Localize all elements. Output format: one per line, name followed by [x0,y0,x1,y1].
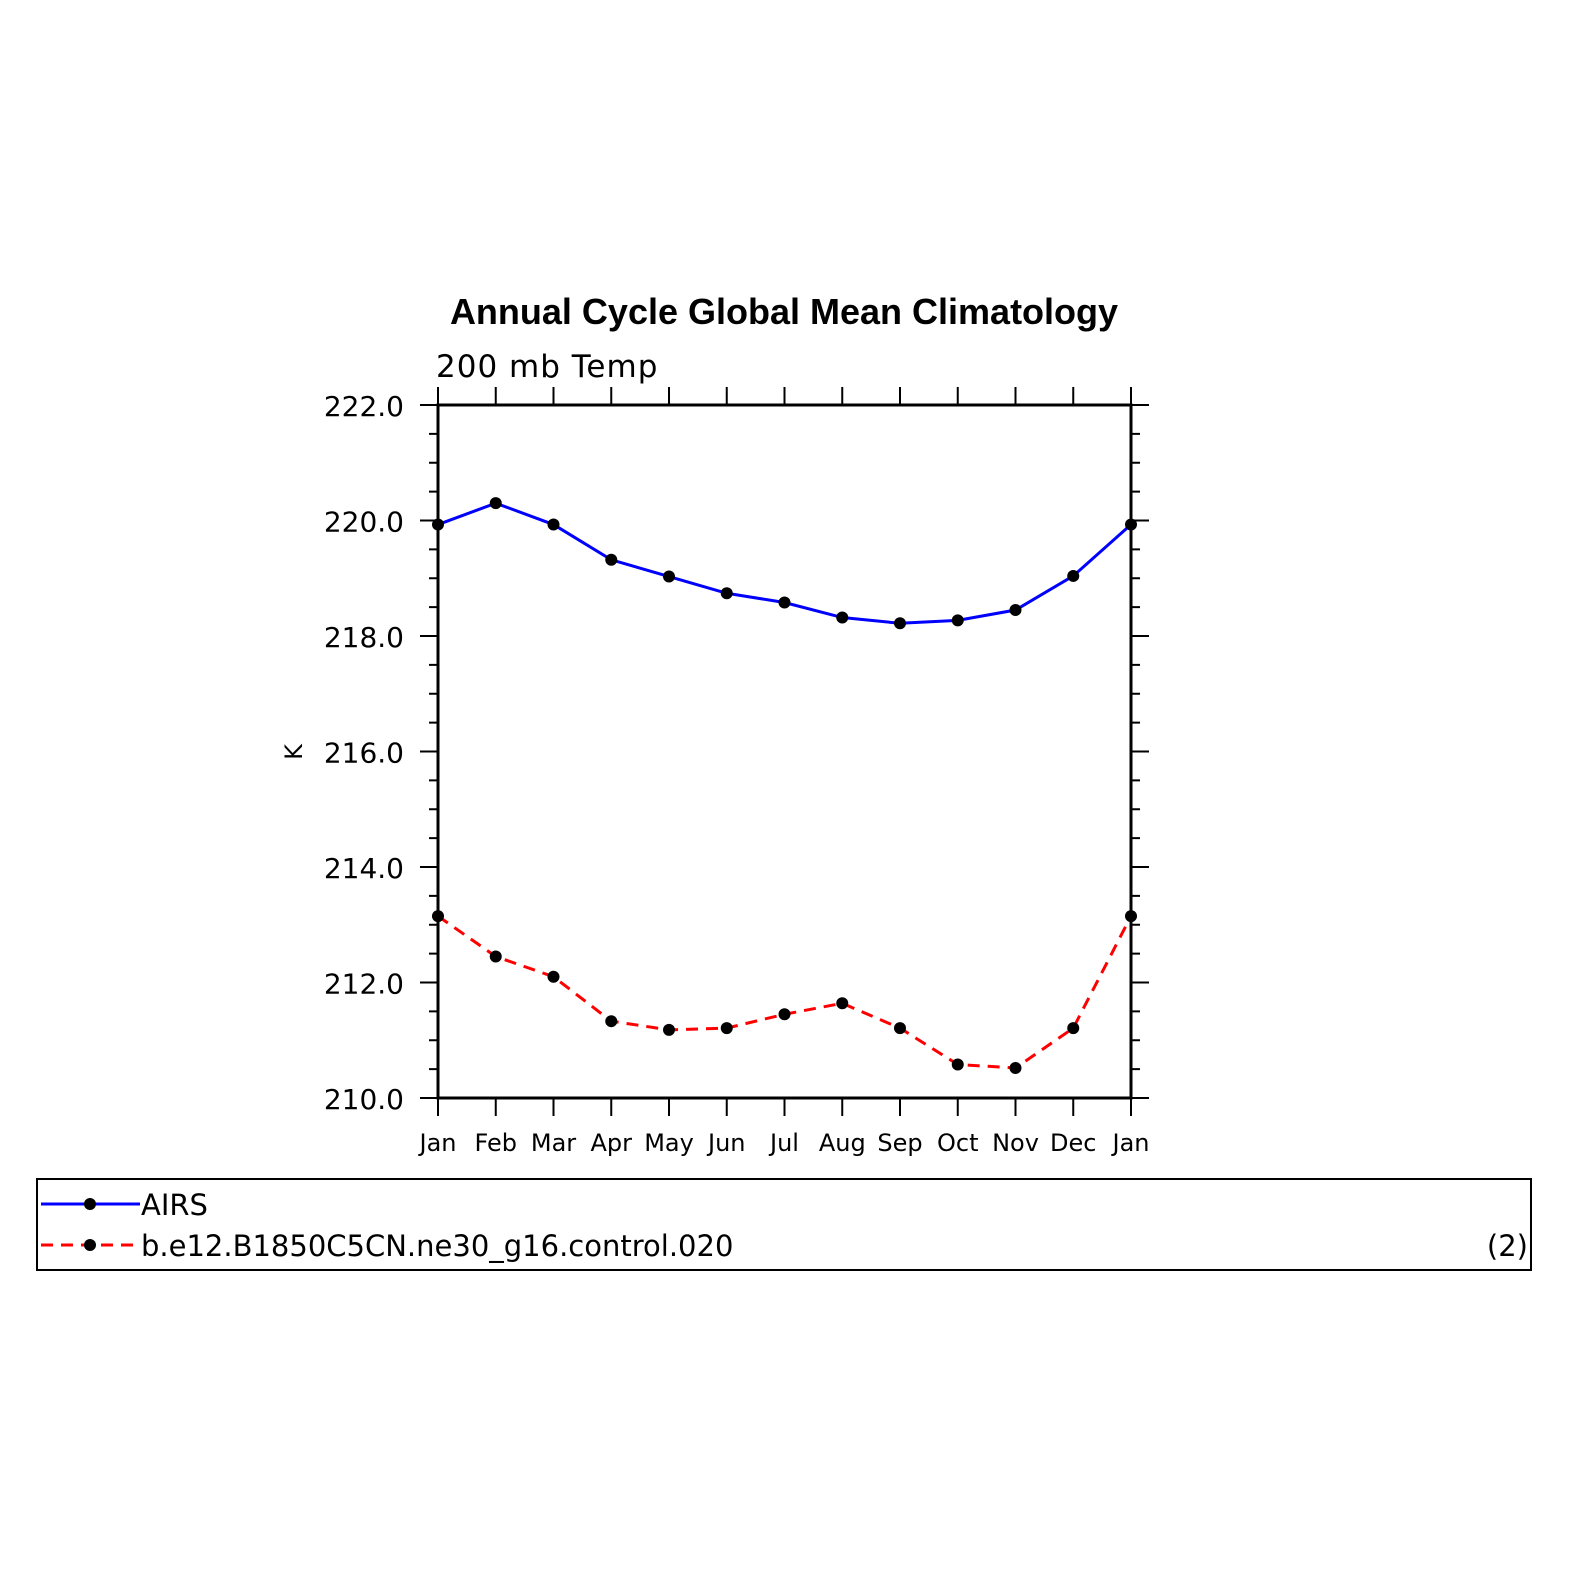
data-point [432,518,444,531]
data-point [489,950,502,963]
data-point [951,1058,964,1071]
x-tick-label: Nov [992,1129,1039,1157]
data-point [547,518,560,531]
x-tick-label: Jun [706,1129,746,1157]
data-point [1067,1022,1080,1035]
data-point [720,1022,733,1035]
data-point [894,1022,906,1035]
legend-note: (2) [1487,1229,1528,1263]
data-point [432,910,444,923]
series-layer [432,497,1137,1074]
x-tick-label: Feb [475,1129,518,1157]
x-tick-label: May [644,1129,694,1157]
x-tick-label: Jul [768,1129,799,1157]
data-point [663,1023,675,1036]
y-tick-label: 212.0 [324,968,404,1001]
data-point [663,570,675,583]
legend-label: AIRS [141,1188,208,1222]
x-axis: Jan Feb Mar Apr May Jun Jul Aug Sep Oct Nov Dec Jan [418,387,1150,1157]
legend-box [36,1178,1532,1271]
y-tick-label: 218.0 [324,621,404,654]
legend: AIRS b.e12.B1850C5CN.ne30_g16.control.020… [36,1178,1532,1271]
x-tick-label: Oct [937,1129,979,1157]
data-point [1009,1061,1022,1074]
data-point [836,997,849,1010]
y-tick-label: 222.0 [324,390,404,423]
data-point [547,970,560,983]
y-tick-label: 210.0 [324,1083,404,1116]
y-tick-label: 214.0 [324,852,404,885]
plot-frame [436,403,1133,1100]
y-tick-label: 220.0 [324,506,404,539]
chart-title: Annual Cycle Global Mean Climatology [450,291,1118,332]
x-tick-label: Jan [1111,1129,1150,1157]
data-point [951,614,964,627]
data-point [836,611,849,624]
data-point [894,617,906,630]
x-tick-label: Sep [877,1129,922,1157]
data-point [1125,518,1137,531]
data-point [1067,569,1080,582]
chart-subtitle: 200 mb Temp [436,349,658,385]
data-point [489,497,502,510]
x-tick-label: Dec [1050,1129,1096,1157]
data-point [778,596,791,609]
series-line [437,914,1133,1070]
x-tick-label: Mar [531,1129,576,1157]
data-point [720,587,733,600]
data-point [1125,910,1137,923]
y-axis: 210.0 212.0 214.0 216.0 218.0 220.0 222.0 [324,390,1149,1116]
y-tick-label: 216.0 [324,737,404,770]
legend-marker [84,1239,96,1251]
x-tick-label: Aug [819,1129,866,1157]
plot-border [436,403,1133,1100]
data-point [1009,604,1022,617]
data-point [605,553,618,566]
legend-label: b.e12.B1850C5CN.ne30_g16.control.020 [141,1229,733,1263]
data-point [778,1008,791,1021]
x-tick-label: Jan [418,1129,457,1157]
legend-marker [84,1198,96,1210]
x-tick-label: Apr [590,1129,632,1157]
data-point [605,1015,618,1028]
y-axis-label: K [280,743,308,760]
